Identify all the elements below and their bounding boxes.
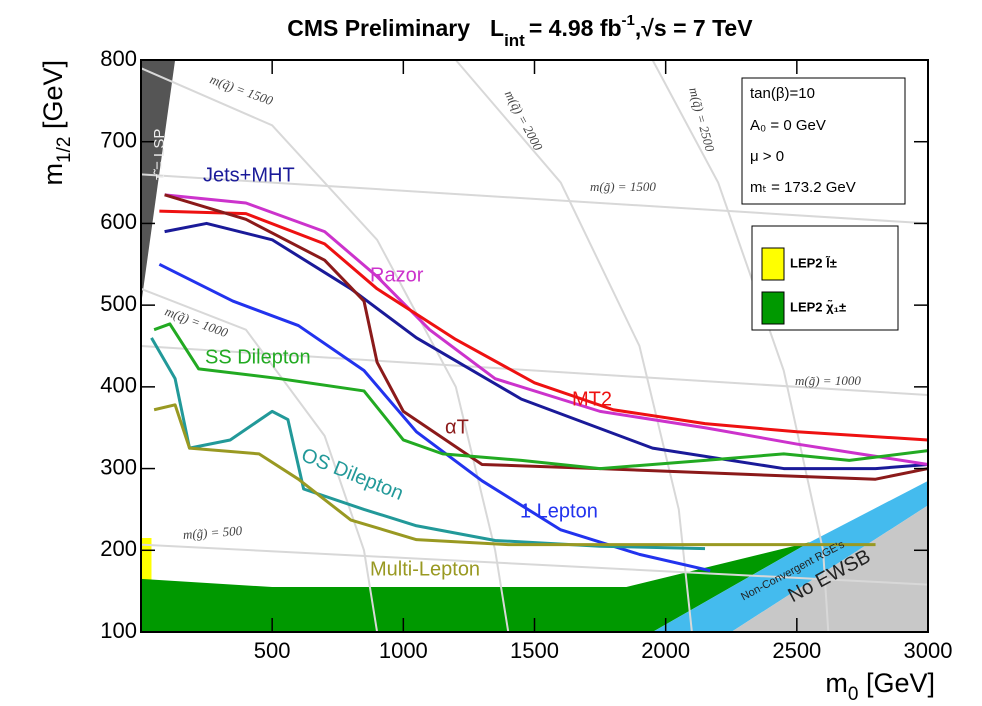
parameter: A₀ = 0 GeV	[750, 117, 826, 134]
parameter: tan(β)=10	[750, 85, 815, 102]
x-tick-label: 500	[254, 638, 291, 663]
x-tick-label: 2500	[772, 638, 821, 663]
lumi-symbol: L	[490, 15, 504, 41]
contour	[140, 173, 929, 225]
x-tick-label: 2000	[641, 638, 690, 663]
region	[652, 480, 928, 632]
contours	[140, 59, 929, 633]
legend-label: LEP2 χ̃₁±	[790, 299, 846, 314]
lumi-sub: int	[504, 31, 525, 50]
contour-label: m(q̃) = 2500	[686, 86, 718, 154]
contour	[140, 543, 929, 586]
series-label: αT	[445, 416, 469, 438]
parameter-box	[741, 77, 906, 205]
y-label-unit: [GeV]	[38, 60, 68, 137]
x-axis-label: m0 [GeV]	[825, 668, 935, 705]
region	[141, 542, 810, 632]
lines	[150, 193, 929, 573]
series-line	[150, 337, 706, 551]
x-label: m	[825, 668, 848, 698]
x-tick-label: 3000	[904, 638, 953, 663]
contour	[140, 287, 379, 633]
y-label-sub: 1/2	[54, 137, 75, 163]
energy: ,√s = 7 TeV	[635, 15, 753, 41]
series-line	[164, 193, 929, 481]
region	[141, 60, 176, 306]
y-tick-label: 400	[100, 373, 137, 398]
y-tick-label: 600	[100, 209, 137, 234]
contour-label: m(g̃) = 1000	[795, 373, 861, 388]
series-label: SS Dilepton	[205, 346, 311, 368]
series-line	[159, 209, 929, 442]
y-tick-label: 200	[100, 536, 137, 561]
x-tick-label: 1500	[510, 638, 559, 663]
region	[731, 505, 928, 632]
x-tick-label: 1000	[379, 638, 428, 663]
series-line	[164, 221, 929, 471]
contour	[455, 59, 693, 633]
legend-label: LEP2 l̃±	[790, 255, 837, 270]
series-label: Multi-Lepton	[370, 558, 480, 580]
contour-label: m(g̃) = 500	[182, 523, 243, 542]
series-line	[153, 322, 929, 471]
contour-label: m(g̃) = 1500	[590, 179, 656, 194]
region-label: τ̃ = LSP	[151, 129, 168, 180]
series-label: MT2	[572, 388, 612, 410]
y-tick-label: 300	[100, 454, 137, 479]
luminosity: Lint = 4.98 fb-1,√s = 7 TeV	[490, 12, 753, 51]
contour	[140, 345, 929, 397]
series-label: OS Dilepton	[298, 444, 406, 505]
legend-swatch	[761, 247, 785, 281]
x-label-unit: [GeV]	[858, 668, 935, 698]
contour-label: m(q̃) = 1000	[163, 304, 230, 341]
y-axis-label: m1/2 [GeV]	[38, 60, 75, 185]
y-label: m	[38, 163, 68, 186]
parameter: mₜ = 173.2 GeV	[750, 179, 856, 196]
lumi-exp: -1	[622, 12, 635, 29]
y-tick-label: 700	[100, 128, 137, 153]
contour	[651, 59, 830, 633]
series-line	[153, 403, 876, 547]
series-label: Jets+MHT	[203, 164, 295, 186]
axes: 500 1000 1500 2000 2500 3000 100 200 300 400 500 60…	[100, 46, 952, 663]
legend-swatch	[761, 291, 785, 325]
lumi-value: = 4.98 fb	[529, 15, 622, 41]
parameter: μ > 0	[750, 148, 784, 165]
series-line	[164, 193, 929, 466]
series-label: 1 Lepton	[520, 500, 598, 522]
series-label: Razor	[370, 264, 424, 286]
x-label-sub: 0	[848, 684, 859, 705]
y-tick-label: 800	[100, 46, 137, 71]
y-tick-label: 500	[100, 291, 137, 316]
y-tick-label: 100	[100, 618, 137, 643]
regions	[141, 60, 928, 632]
series-line	[158, 262, 711, 573]
chart-title: CMS Preliminary	[287, 15, 470, 41]
